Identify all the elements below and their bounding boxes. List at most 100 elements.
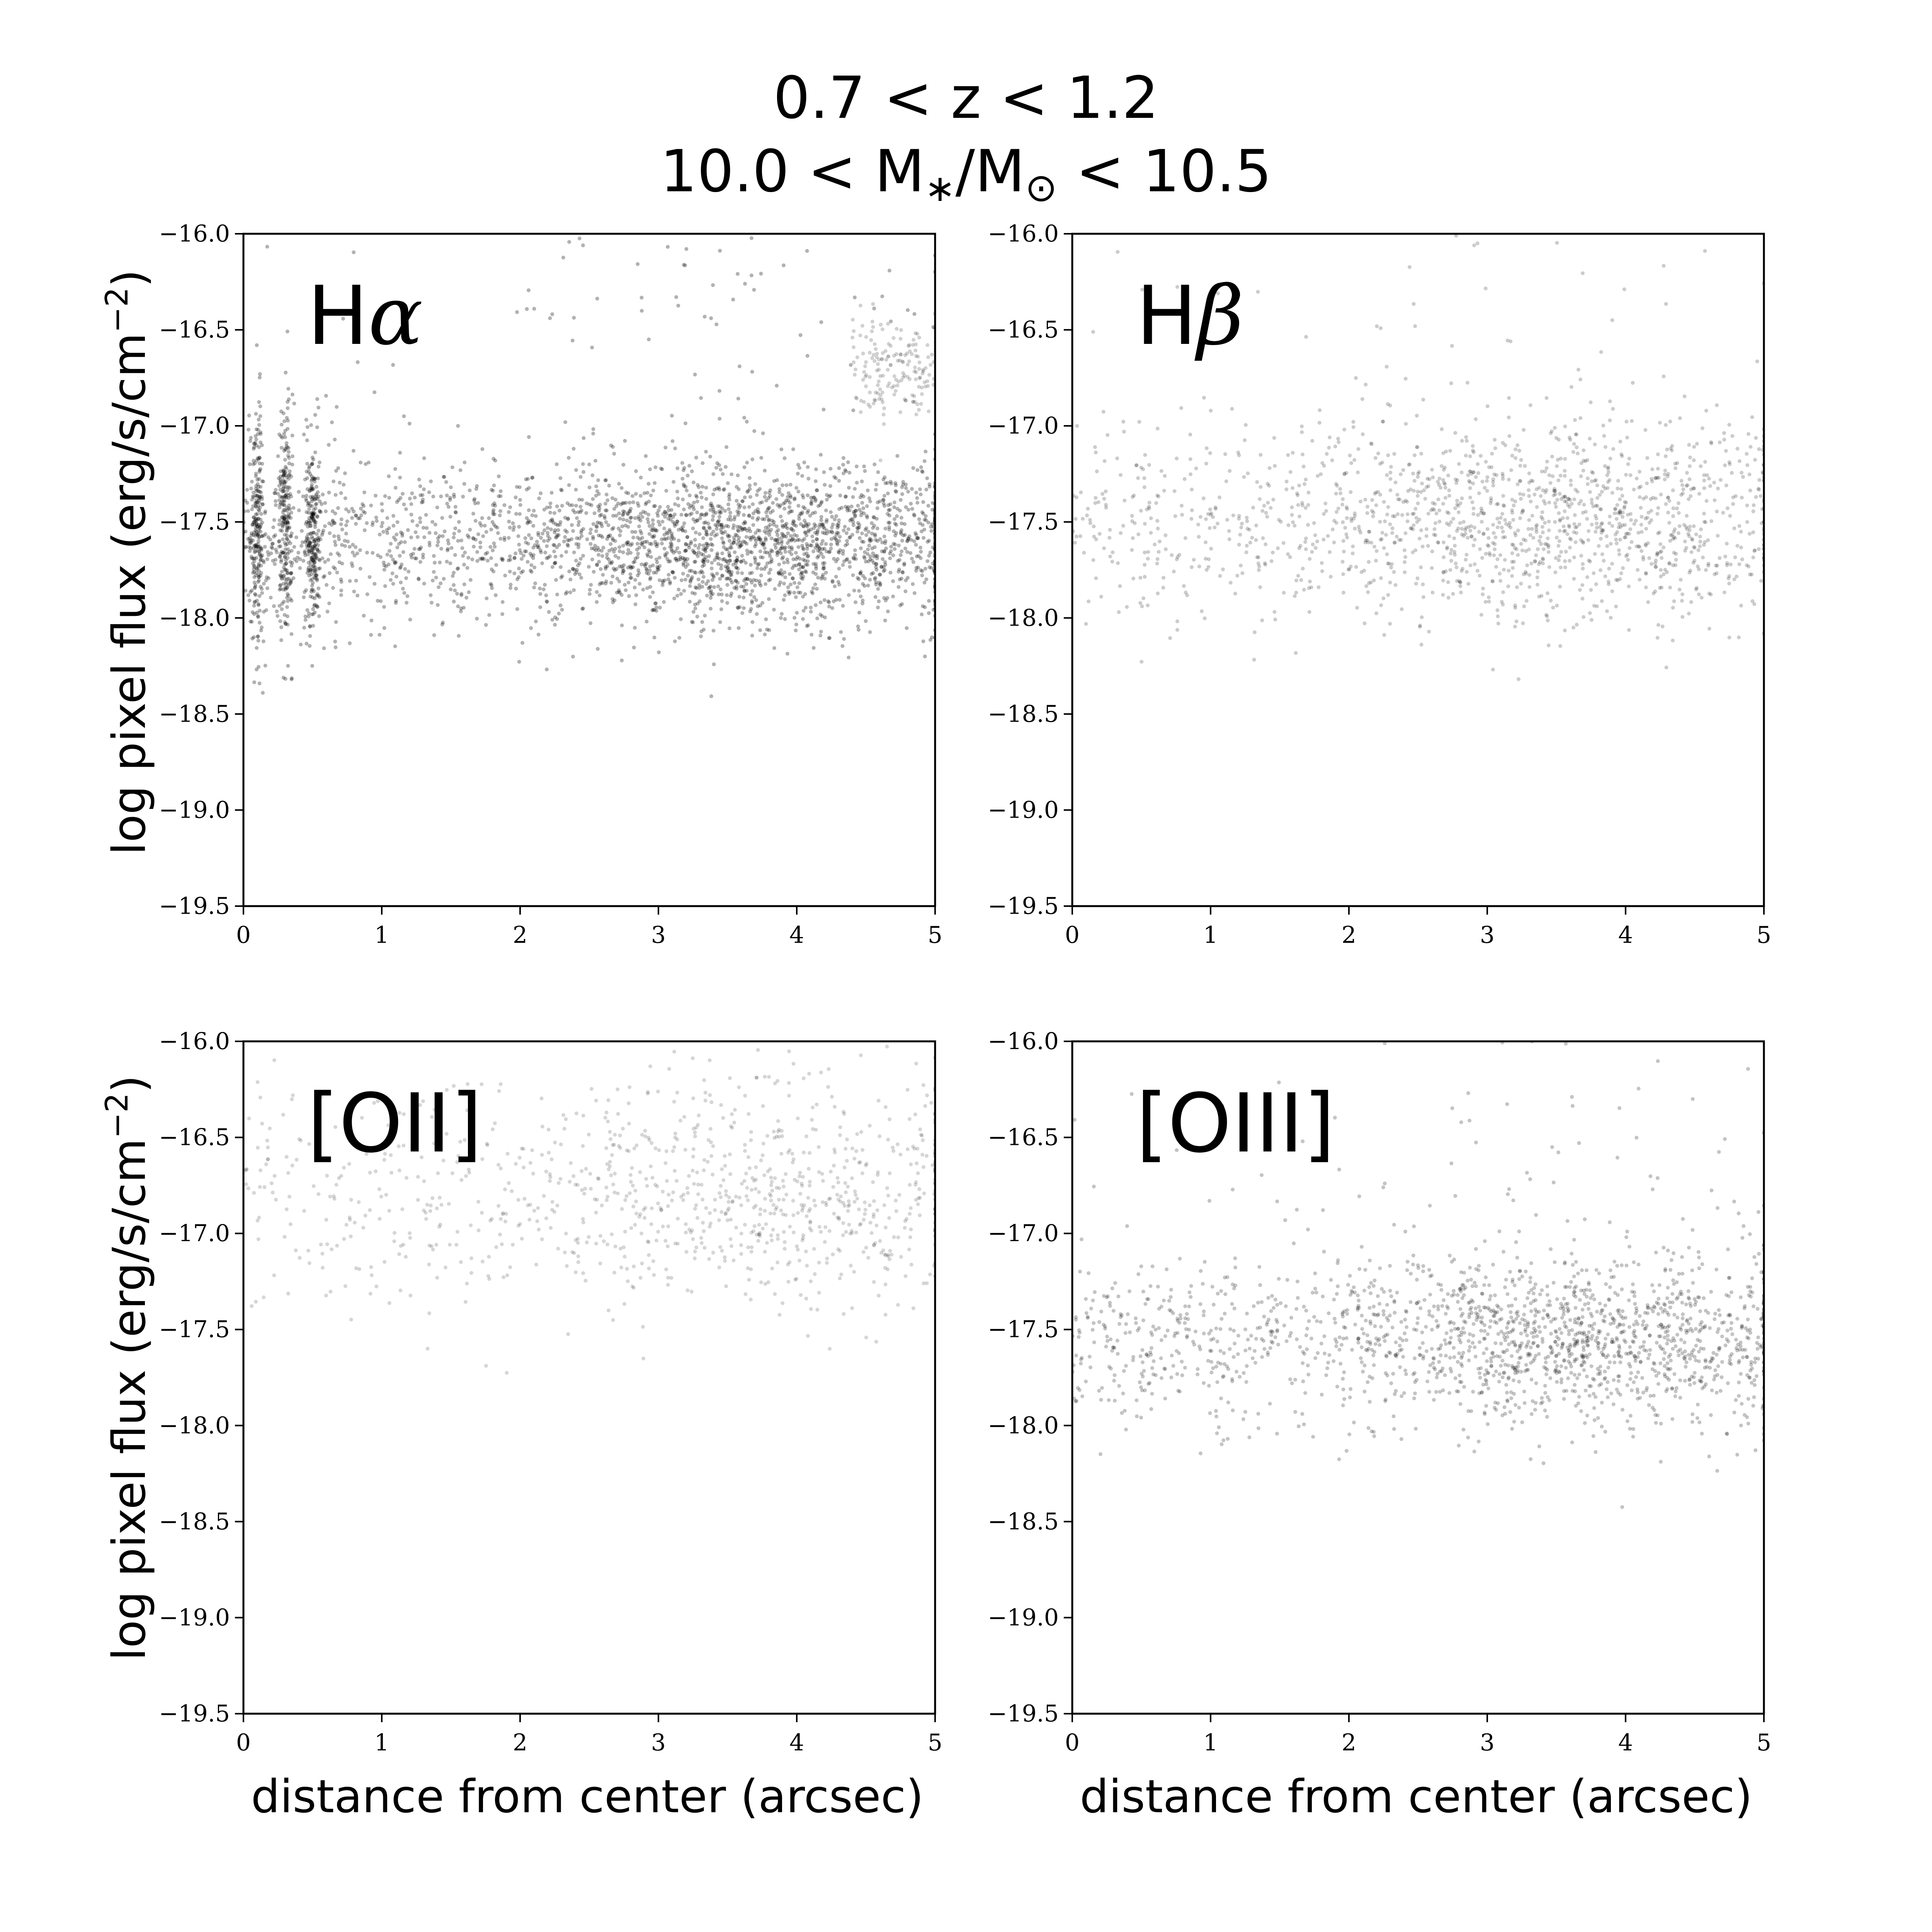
scatter-point <box>837 583 841 587</box>
scatter-point <box>639 309 644 313</box>
scatter-point <box>891 542 896 546</box>
scatter-point <box>286 594 291 598</box>
scatter-point <box>682 484 686 488</box>
scatter-point <box>253 583 257 587</box>
scatter-point <box>877 357 881 362</box>
scatter-point <box>872 306 876 311</box>
scatter-point <box>468 488 472 493</box>
scatter-point <box>407 422 412 426</box>
scatter-point <box>452 492 456 497</box>
scatter-point <box>872 342 877 346</box>
scatter-point <box>1534 524 1538 529</box>
scatter-point <box>552 549 556 554</box>
scatter-point <box>796 463 800 467</box>
scatter-point <box>258 468 262 472</box>
scatter-point <box>886 503 890 507</box>
scatter-point <box>619 564 624 568</box>
scatter-point <box>834 533 838 537</box>
scatter-point <box>1578 588 1582 592</box>
scatter-point <box>472 498 476 502</box>
scatter-point <box>352 553 357 558</box>
scatter-point <box>336 466 340 470</box>
scatter-point <box>1751 555 1755 560</box>
scatter-point <box>1345 516 1349 520</box>
scatter-point <box>250 507 254 511</box>
scatter-point <box>1257 568 1261 572</box>
scatter-point <box>1259 453 1263 457</box>
scatter-point <box>1641 497 1646 501</box>
scatter-point <box>1093 445 1097 449</box>
scatter-point <box>276 454 280 458</box>
scatter-point <box>401 550 405 554</box>
scatter-point <box>1549 431 1553 435</box>
scatter-point <box>376 553 380 558</box>
scatter-point <box>925 343 930 347</box>
scatter-point <box>1334 482 1338 486</box>
scatter-point <box>1666 495 1670 500</box>
scatter-point <box>418 547 422 551</box>
scatter-point <box>291 454 294 458</box>
scatter-point <box>1480 556 1484 560</box>
scatter-point <box>764 526 768 530</box>
scatter-point <box>315 594 319 598</box>
scatter-point <box>318 566 322 570</box>
scatter-point <box>802 460 806 464</box>
scatter-point <box>250 523 255 527</box>
scatter-point <box>315 536 320 541</box>
scatter-point <box>492 523 496 527</box>
scatter-point <box>820 552 824 556</box>
scatter-point <box>1553 570 1558 575</box>
scatter-point <box>259 548 264 552</box>
scatter-point <box>1655 553 1659 557</box>
scatter-point <box>558 476 563 480</box>
y-tick-label: −18.5 <box>159 701 230 728</box>
scatter-point <box>553 561 557 566</box>
scatter-point <box>430 600 434 605</box>
scatter-point <box>1118 584 1122 588</box>
scatter-point <box>606 523 611 527</box>
scatter-point <box>809 501 813 505</box>
scatter-point <box>306 532 310 537</box>
y-tick-label: −19.5 <box>159 893 230 920</box>
scatter-point <box>764 565 768 569</box>
scatter-point <box>1143 453 1147 457</box>
scatter-point <box>325 583 329 587</box>
scatter-point <box>1170 553 1174 557</box>
scatter-point <box>1437 476 1442 481</box>
scatter-point <box>821 525 825 529</box>
scatter-point <box>736 502 741 507</box>
scatter-point <box>1335 484 1339 488</box>
scatter-point <box>920 386 924 390</box>
scatter-point <box>765 628 769 632</box>
scatter-point <box>1349 461 1354 465</box>
scatter-point <box>1685 527 1689 531</box>
scatter-point <box>284 444 289 448</box>
scatter-point <box>1078 534 1082 538</box>
scatter-point <box>883 475 887 480</box>
scatter-point <box>283 447 287 451</box>
scatter-point <box>867 496 871 500</box>
scatter-point <box>566 538 570 542</box>
scatter-point <box>1200 609 1204 613</box>
scatter-point <box>694 456 698 460</box>
scatter-point <box>1351 425 1355 429</box>
scatter-point <box>255 488 260 492</box>
scatter-point <box>282 517 286 521</box>
scatter-point <box>920 612 924 616</box>
scatter-point <box>548 501 553 505</box>
scatter-point <box>752 429 757 433</box>
scatter-point <box>591 537 595 541</box>
scatter-point <box>693 372 697 377</box>
scatter-point <box>1237 543 1241 547</box>
scatter-point <box>840 644 845 648</box>
scatter-point <box>492 508 496 512</box>
scatter-point <box>1530 527 1534 531</box>
scatter-point <box>646 482 651 486</box>
scatter-point <box>255 544 259 549</box>
scatter-point <box>1702 512 1706 516</box>
scatter-point <box>707 585 712 589</box>
scatter-point <box>725 547 730 551</box>
scatter-point <box>906 362 910 367</box>
scatter-point <box>1302 588 1306 592</box>
scatter-point <box>269 551 273 555</box>
